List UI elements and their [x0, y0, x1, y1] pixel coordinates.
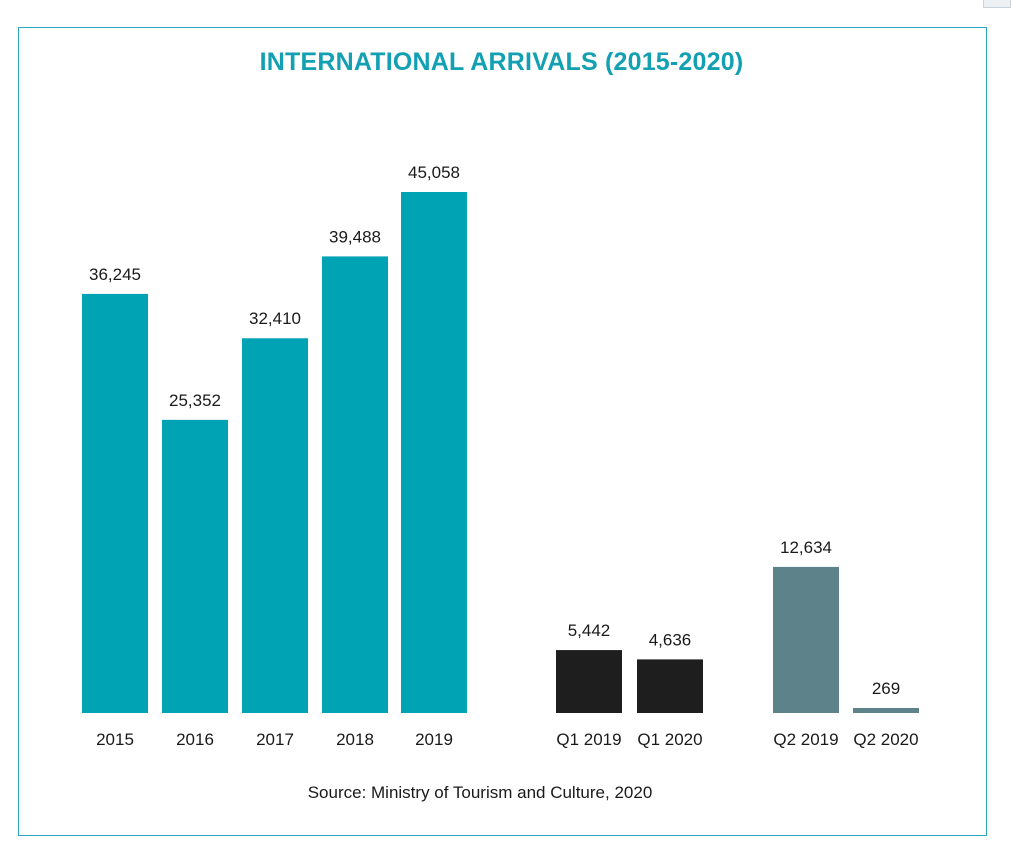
value-label-2017: 32,410	[249, 309, 301, 328]
category-label-q2-2020: Q2 2020	[853, 730, 918, 749]
category-label-q1-2020: Q1 2020	[637, 730, 702, 749]
value-label-2019: 45,058	[408, 163, 460, 182]
bar-2015	[82, 293, 148, 713]
value-label-q1-2019: 5,442	[568, 621, 611, 640]
category-label-q1-2019: Q1 2019	[556, 730, 621, 749]
category-label-2016: 2016	[176, 730, 214, 749]
category-label-2017: 2017	[256, 730, 294, 749]
category-label-2019: 2019	[415, 730, 453, 749]
value-label-q2-2019: 12,634	[780, 538, 832, 557]
bar-2017	[242, 338, 308, 713]
value-label-2015: 36,245	[89, 265, 141, 284]
chart-title: INTERNATIONAL ARRIVALS (2015-2020)	[259, 48, 744, 76]
source-note: Source: Ministry of Tourism and Culture,…	[307, 783, 653, 802]
bar-q2-2019	[773, 566, 839, 713]
category-label-2018: 2018	[336, 730, 374, 749]
bar-q1-2020	[637, 659, 703, 713]
chart-frame	[18, 27, 987, 836]
value-label-q1-2020: 4,636	[649, 630, 692, 649]
value-label-2018: 39,488	[329, 227, 381, 246]
bar-q1-2019	[556, 650, 622, 713]
bar-2016	[162, 419, 228, 713]
bar-2018	[322, 256, 388, 713]
value-label-q2-2020: 269	[872, 679, 900, 698]
category-label-q2-2019: Q2 2019	[773, 730, 838, 749]
bar-2019	[401, 192, 467, 713]
value-label-2016: 25,352	[169, 391, 221, 410]
bar-q2-2020	[853, 708, 919, 713]
category-label-2015: 2015	[96, 730, 134, 749]
